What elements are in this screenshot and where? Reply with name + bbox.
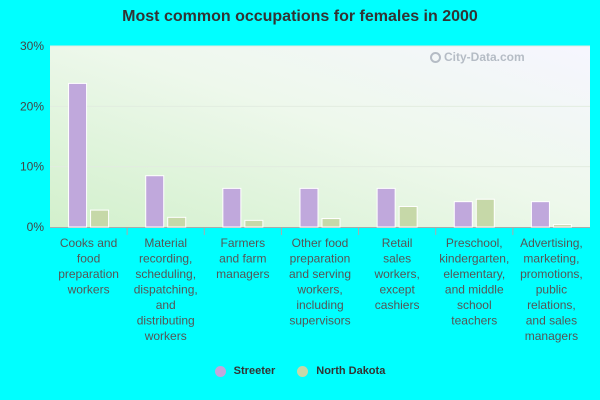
bar-north-dakota (244, 219, 264, 228)
x-category-label: Material recording, scheduling, dispatching… (134, 236, 198, 343)
chart-title: Most common occupations for females in 2… (122, 8, 478, 25)
bar-streeter (376, 187, 396, 228)
y-tick-label: 10% (20, 160, 44, 174)
search-icon (430, 51, 441, 63)
x-category-label: Advertising, marketing, promotions, public r… (520, 236, 583, 343)
bar-streeter (68, 82, 88, 228)
bar-north-dakota (398, 205, 418, 228)
legend-item-streeter: Streeter (214, 365, 276, 377)
y-tick-label: 30% (20, 39, 44, 53)
bar-streeter (453, 201, 473, 228)
watermark-text: City-Data.com (444, 50, 525, 64)
x-category-label: Retail sales workers, except cashiers (373, 236, 419, 312)
x-category-label: Other food preparation and serving workers,… (289, 236, 351, 328)
legend-swatch-north-dakota (297, 365, 309, 377)
x-category-label: Farmers and farm managers (216, 236, 269, 281)
bar-streeter (222, 187, 242, 228)
y-tick-label: 20% (20, 99, 44, 113)
bar-north-dakota (90, 209, 110, 228)
bar-streeter (530, 201, 550, 228)
legend-label-north-dakota: North Dakota (316, 365, 386, 377)
bar-north-dakota (167, 216, 187, 228)
watermark: City-Data.com (430, 50, 525, 64)
x-category-label: Preschool, kindergarten, elementary, and mi… (439, 236, 509, 328)
plot-background (50, 46, 590, 227)
bar-streeter (145, 175, 165, 228)
bar-north-dakota (321, 218, 341, 228)
legend-label-streeter: Streeter (233, 365, 276, 377)
legend-swatch-streeter (214, 365, 226, 377)
bar-north-dakota (552, 224, 572, 228)
bar-streeter (299, 187, 319, 228)
legend-item-north-dakota: North Dakota (297, 365, 385, 377)
chart-legend: Streeter North Dakota (0, 365, 600, 377)
bar-north-dakota (475, 198, 495, 228)
y-tick-label: 0% (27, 220, 45, 234)
x-category-label: Cooks and food preparation workers (58, 236, 119, 297)
